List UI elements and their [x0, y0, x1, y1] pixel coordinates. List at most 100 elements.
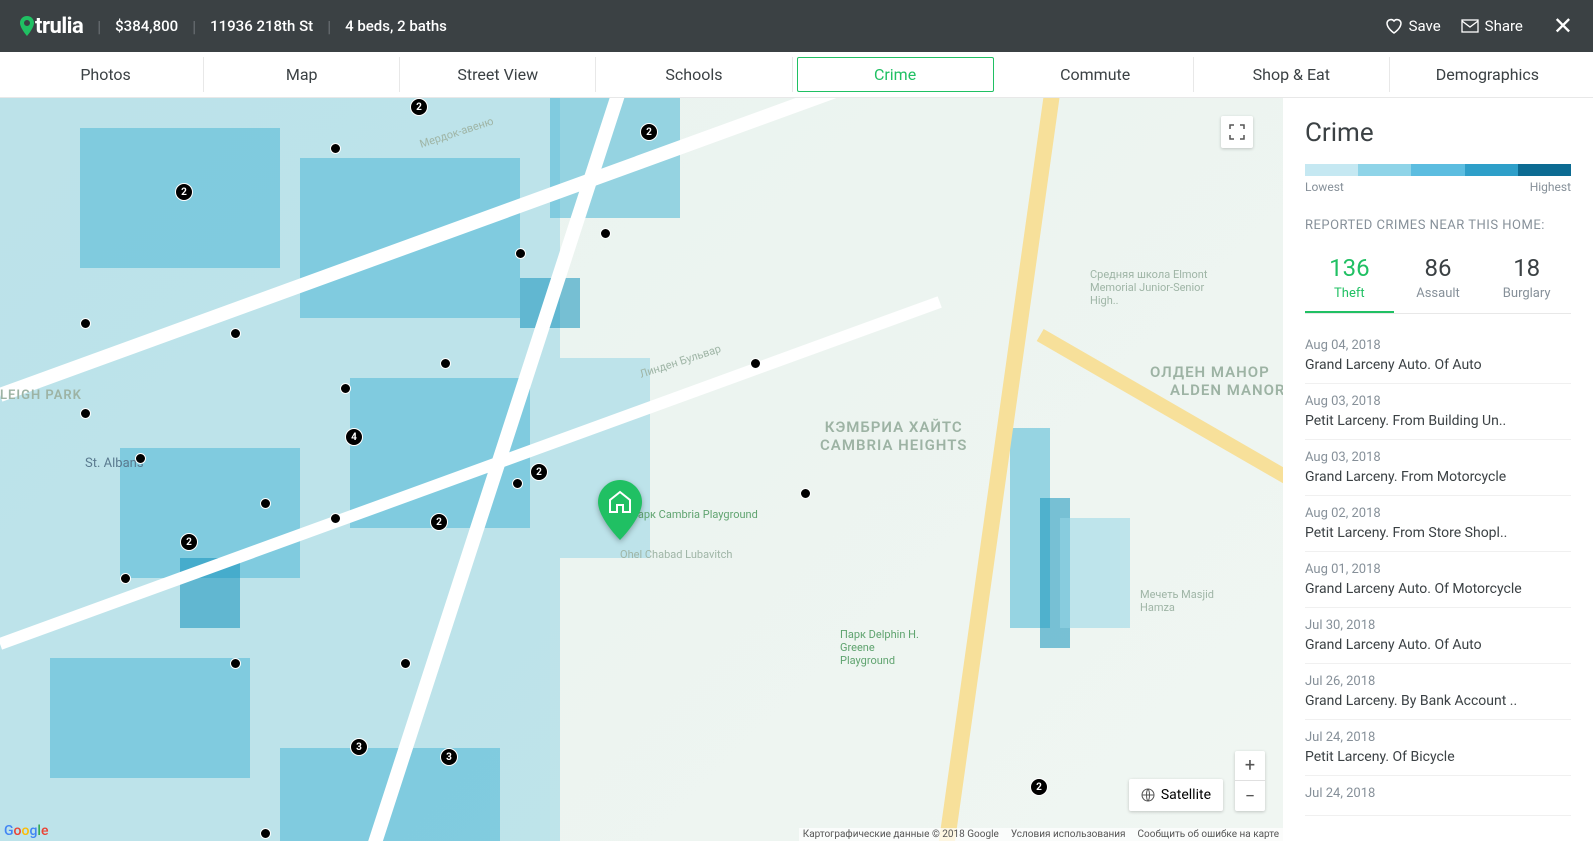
share-label: Share [1485, 17, 1523, 35]
crime-marker[interactable] [512, 478, 523, 489]
incident-date: Aug 04, 2018 [1305, 338, 1571, 353]
crime-label: Burglary [1482, 286, 1571, 301]
zoom-controls: + − [1235, 751, 1265, 811]
incident-description: Grand Larceny Auto. Of Auto [1305, 637, 1571, 653]
zoom-out-button[interactable]: − [1235, 781, 1265, 811]
map-attribution: Картографические данные © 2018 Google Усл… [799, 828, 1283, 841]
save-button[interactable]: Save [1385, 17, 1441, 35]
share-button[interactable]: Share [1461, 17, 1523, 35]
crime-marker[interactable]: 2 [430, 513, 448, 531]
crime-marker[interactable] [340, 383, 351, 394]
crime-marker[interactable]: 2 [640, 123, 658, 141]
logo-pin-icon [20, 16, 34, 36]
tab-shop-eat[interactable]: Shop & Eat [1194, 57, 1390, 92]
crime-marker[interactable] [230, 658, 241, 669]
mail-icon [1461, 19, 1479, 33]
crime-marker[interactable] [440, 358, 451, 369]
crime-incident[interactable]: Jul 24, 2018 [1305, 776, 1571, 816]
legend-swatch [1465, 164, 1518, 176]
incident-description: Grand Larceny Auto. Of Auto [1305, 357, 1571, 373]
park-label: Парк Cambria Playground [630, 508, 758, 521]
crime-count: 86 [1394, 254, 1483, 282]
crime-marker[interactable]: 2 [175, 183, 193, 201]
fullscreen-button[interactable] [1221, 116, 1253, 148]
tab-crime[interactable]: Crime [797, 57, 994, 92]
crime-marker[interactable] [80, 408, 91, 419]
crime-marker[interactable]: 2 [1030, 778, 1048, 796]
incident-description: Petit Larceny. Of Bicycle [1305, 749, 1571, 765]
incident-description: Petit Larceny. From Store Shopl.. [1305, 525, 1571, 541]
crime-marker[interactable] [330, 513, 341, 524]
divider: | [192, 17, 196, 36]
sidebar-title: Crime [1305, 118, 1571, 148]
poi-label: Мечеть Masjid Hamza [1140, 588, 1220, 614]
tab-photos[interactable]: Photos [8, 57, 204, 92]
save-label: Save [1409, 17, 1441, 35]
close-button[interactable]: ✕ [1553, 12, 1573, 40]
legend-high: Highest [1530, 180, 1571, 194]
globe-icon [1141, 788, 1155, 802]
zoom-in-button[interactable]: + [1235, 751, 1265, 781]
crime-marker[interactable] [515, 248, 526, 259]
section-tabs: PhotosMapStreet ViewSchoolsCrimeCommuteS… [0, 52, 1593, 98]
crime-marker[interactable] [330, 143, 341, 154]
attribution-text[interactable]: Условия использования [1011, 829, 1126, 840]
tab-commute[interactable]: Commute [998, 57, 1194, 92]
crime-marker[interactable]: 3 [350, 738, 368, 756]
crime-incident[interactable]: Aug 01, 2018Grand Larceny Auto. Of Motor… [1305, 552, 1571, 608]
crime-marker[interactable] [260, 828, 271, 839]
incident-description: Grand Larceny. By Bank Account .. [1305, 693, 1571, 709]
logo[interactable]: trulia [20, 14, 83, 39]
legend-gradient [1305, 164, 1571, 176]
crime-marker[interactable]: 3 [440, 748, 458, 766]
crime-label: Assault [1394, 286, 1483, 301]
tab-demographics[interactable]: Demographics [1390, 57, 1585, 92]
crime-marker[interactable] [120, 573, 131, 584]
crime-label: Theft [1305, 286, 1394, 301]
satellite-toggle[interactable]: Satellite [1129, 779, 1223, 811]
crime-marker[interactable]: 4 [345, 428, 363, 446]
poi-label: Ohel Chabad Lubavitch [620, 548, 732, 561]
crime-marker[interactable] [135, 453, 146, 464]
incident-date: Jul 24, 2018 [1305, 786, 1571, 801]
crime-tab-burglary[interactable]: 18 Burglary [1482, 254, 1571, 313]
legend-swatch [1518, 164, 1571, 176]
crime-marker[interactable]: 2 [180, 533, 198, 551]
tab-schools[interactable]: Schools [596, 57, 792, 92]
crime-incident[interactable]: Jul 24, 2018 Petit Larceny. Of Bicycle [1305, 720, 1571, 776]
crime-marker[interactable] [80, 318, 91, 329]
listing-address: 11936 218th St [210, 17, 313, 35]
top-right-actions: Save Share ✕ [1385, 12, 1573, 40]
reported-crimes-label: REPORTED CRIMES NEAR THIS HOME: [1305, 216, 1571, 236]
attribution-text[interactable]: Сообщить об ошибке на карте [1138, 829, 1279, 840]
divider: | [327, 17, 331, 36]
crime-map[interactable]: КЭМБРИА ХАЙТСCAMBRIA HEIGHTS ОЛДЕН МАНОР… [0, 98, 1283, 841]
attribution-text[interactable]: Картографические данные © 2018 Google [803, 829, 999, 840]
crime-marker[interactable]: 2 [530, 463, 548, 481]
crime-incident[interactable]: Aug 04, 2018 Grand Larceny Auto. Of Auto [1305, 328, 1571, 384]
crime-incident[interactable]: Aug 02, 2018Petit Larceny. From Store Sh… [1305, 496, 1571, 552]
crime-incident[interactable]: Jul 26, 2018Grand Larceny. By Bank Accou… [1305, 664, 1571, 720]
incident-date: Jul 24, 2018 [1305, 730, 1571, 745]
crime-marker[interactable]: 2 [410, 98, 428, 116]
crime-marker[interactable] [230, 328, 241, 339]
park-label: Парк Delphin H. Greene Playground [840, 628, 920, 667]
crime-marker[interactable] [800, 488, 811, 499]
crime-marker[interactable] [750, 358, 761, 369]
crime-marker[interactable] [400, 658, 411, 669]
crime-incident[interactable]: Jul 30, 2018Grand Larceny Auto. Of Auto [1305, 608, 1571, 664]
crime-marker[interactable] [260, 498, 271, 509]
crime-marker[interactable] [600, 228, 611, 239]
fullscreen-icon [1229, 124, 1245, 140]
crime-tab-assault[interactable]: 86 Assault [1394, 254, 1483, 313]
crime-incident[interactable]: Aug 03, 2018Grand Larceny. From Motorcyc… [1305, 440, 1571, 496]
tab-map[interactable]: Map [204, 57, 400, 92]
incident-date: Aug 01, 2018 [1305, 562, 1571, 577]
crime-incident[interactable]: Aug 03, 2018Petit Larceny. From Building… [1305, 384, 1571, 440]
crime-count: 18 [1482, 254, 1571, 282]
heat-block [50, 658, 250, 778]
crime-tab-theft[interactable]: 136Theft [1305, 254, 1394, 313]
heart-icon [1385, 18, 1403, 34]
tab-street-view[interactable]: Street View [400, 57, 596, 92]
legend-low: Lowest [1305, 180, 1344, 194]
